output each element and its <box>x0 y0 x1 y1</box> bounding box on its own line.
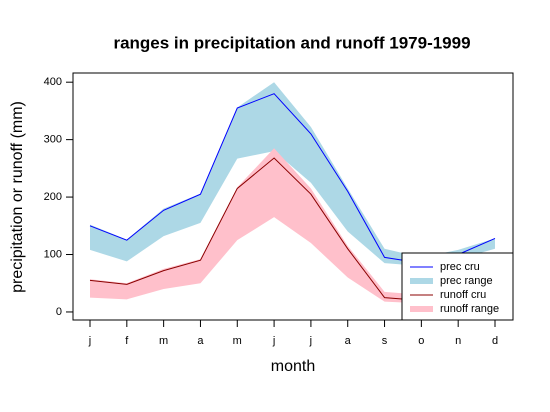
legend-label: runoff range <box>440 303 499 315</box>
x-axis-label: month <box>271 358 315 375</box>
legend-label: prec range <box>440 275 493 287</box>
y-tick-label: 200 <box>44 191 62 203</box>
x-tick-label: a <box>345 335 352 347</box>
legend-label: runoff cru <box>440 289 486 301</box>
x-tick-label: j <box>272 335 275 347</box>
y-tick-label: 100 <box>44 248 62 260</box>
legend-box <box>401 252 514 321</box>
x-tick-label: j <box>88 335 91 347</box>
y-tick-label: 400 <box>44 76 62 88</box>
x-tick-label: j <box>309 335 312 347</box>
x-tick-label: f <box>125 335 129 347</box>
x-tick-label: m <box>159 335 168 347</box>
x-tick-label: n <box>455 335 461 347</box>
y-axis-label: precipitation or runoff (mm) <box>9 101 26 293</box>
y-tick-label: 0 <box>56 306 62 318</box>
range-band <box>90 82 495 267</box>
legend-label: prec cru <box>440 261 480 273</box>
x-tick-label: d <box>492 335 498 347</box>
x-tick-label: o <box>418 335 424 347</box>
chart-title: ranges in precipitation and runoff 1979-… <box>113 33 470 52</box>
x-tick-label: m <box>233 335 242 347</box>
x-tick-label: a <box>197 335 204 347</box>
plot-frame <box>72 72 514 321</box>
range-band <box>90 148 495 304</box>
y-tick-label: 300 <box>44 134 62 146</box>
x-tick-label: s <box>382 335 388 347</box>
